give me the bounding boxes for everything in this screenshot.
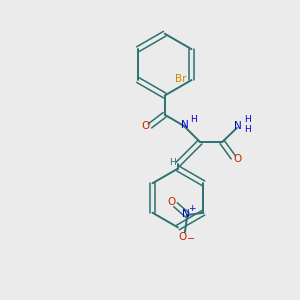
Text: O: O — [168, 197, 176, 207]
Text: Br: Br — [175, 74, 186, 85]
Text: N: N — [181, 120, 189, 130]
Text: H: H — [169, 158, 176, 166]
Text: H: H — [244, 125, 250, 134]
Text: O: O — [178, 232, 187, 242]
Text: −: − — [187, 234, 195, 244]
Text: N: N — [234, 121, 242, 131]
Text: N: N — [182, 208, 190, 219]
Text: O: O — [142, 122, 150, 131]
Text: H: H — [190, 115, 197, 124]
Text: +: + — [188, 204, 196, 213]
Text: O: O — [233, 154, 242, 164]
Text: H: H — [244, 116, 250, 124]
